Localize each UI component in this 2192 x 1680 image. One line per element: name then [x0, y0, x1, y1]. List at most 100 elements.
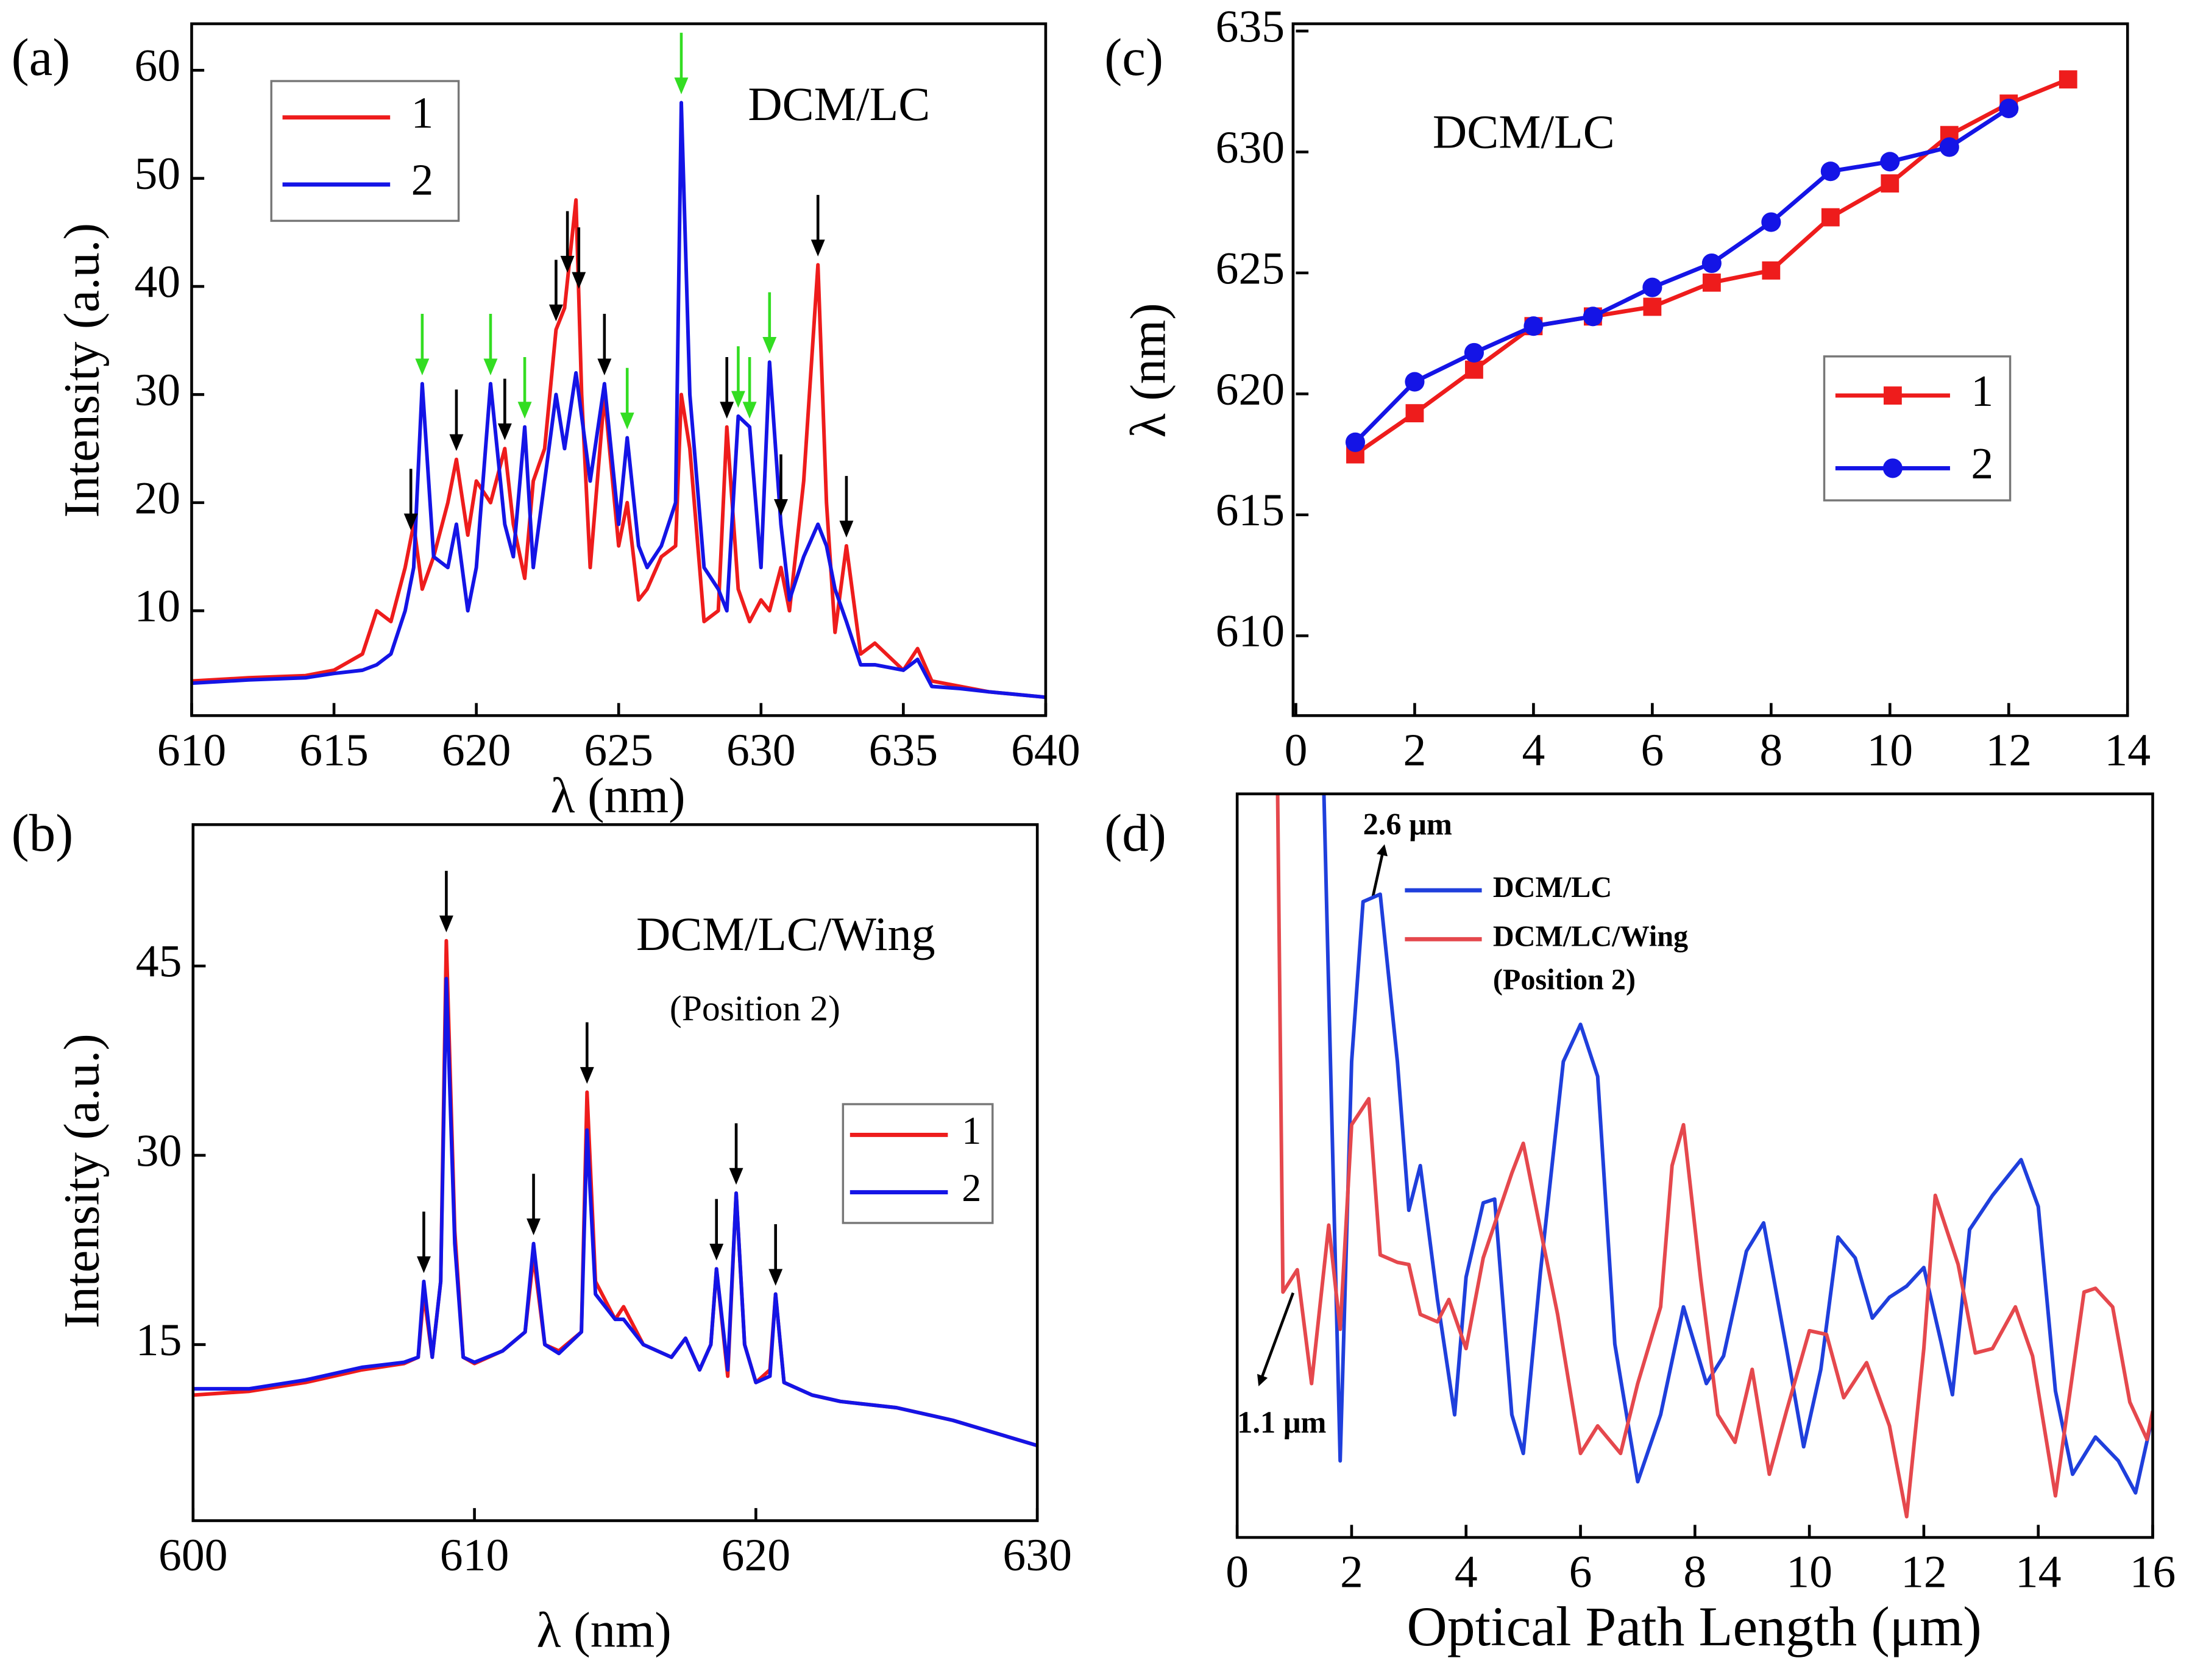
legend-label: 2	[411, 155, 434, 205]
arrow-head	[449, 434, 464, 452]
x-tick-label: 640	[1011, 725, 1080, 776]
point-marker	[2059, 70, 2077, 89]
peak-arrow	[768, 1224, 783, 1286]
y-axis-label: Intensity (a.u.)	[53, 223, 109, 518]
legend-label: 1	[1971, 366, 1993, 416]
y-tick-label: 40	[134, 257, 180, 307]
point-marker	[1523, 316, 1544, 336]
peak-arrow	[415, 314, 430, 375]
point-marker	[1464, 342, 1484, 363]
peak-arrow	[527, 1174, 541, 1236]
peak-arrow	[517, 357, 532, 419]
x-tick-label: 14	[2015, 1547, 2062, 1598]
series-line	[191, 101, 1046, 700]
legend-label: 1	[962, 1109, 981, 1152]
x-tick-label: 2	[1403, 725, 1427, 776]
arrow-head	[580, 1067, 594, 1084]
arrow-head	[674, 77, 689, 94]
peak-arrow	[709, 1199, 724, 1261]
panel-label: (d)	[1104, 803, 1166, 862]
peak-arrow	[762, 292, 777, 354]
legend-marker	[1883, 386, 1902, 405]
annotation: (Position 2)	[1493, 964, 1636, 996]
x-tick-label: 635	[869, 725, 938, 776]
arrow-head	[527, 1218, 541, 1236]
arrow-head	[709, 1244, 724, 1261]
plot-area	[1345, 70, 2077, 464]
annotation: DCM/LC/Wing	[636, 908, 935, 960]
panel-label: (b)	[12, 803, 74, 862]
legend-frame	[270, 80, 460, 222]
x-axis-label: λ (nm)	[550, 767, 685, 823]
legend-label: DCM/LC	[1493, 871, 1612, 904]
peak-arrow	[774, 454, 788, 516]
peak-arrow	[729, 1123, 743, 1185]
peak-arrow	[839, 476, 854, 538]
panel: (c)λ (nm)0 2 4 6 8 10 12 14610615620625630635DC…	[1104, 1, 2151, 776]
arrow-head	[768, 1269, 783, 1286]
peak-arrow	[810, 194, 825, 257]
peak-arrow	[449, 389, 464, 452]
arrow-head	[774, 499, 788, 516]
arrow-head	[548, 304, 563, 322]
series-line	[1353, 107, 2010, 444]
point-marker	[1761, 212, 1781, 232]
x-tick-label: 6	[1569, 1547, 1592, 1598]
legend-label: 1	[411, 88, 434, 138]
annotation-arrow	[1371, 844, 1388, 898]
arrow-head	[497, 423, 512, 441]
annotation: 1.1 μm	[1237, 1405, 1326, 1439]
y-tick-label: 635	[1216, 1, 1285, 52]
arrow-head	[810, 239, 825, 257]
y-tick-label: 15	[136, 1315, 182, 1366]
y-axis-label: λ (nm)	[1119, 303, 1176, 438]
x-tick-label: 12	[1901, 1547, 1947, 1598]
point-marker	[1939, 137, 1959, 157]
panel: (b) λ (nm) Intensity (a.u.) 600 610 620 630 15 3…	[12, 803, 1072, 1657]
peak-arrow	[597, 314, 612, 375]
arrow-head	[742, 402, 757, 419]
point-marker	[1405, 404, 1424, 423]
panel-label: (a)	[12, 27, 71, 87]
x-tick-label: 620	[442, 725, 511, 776]
point-marker	[1820, 161, 1840, 182]
panel: (a) λ (nm) Intensity (a.u.) 610 615 620 625 630…	[12, 22, 1080, 823]
x-tick-label: 600	[158, 1530, 228, 1581]
axes-frame	[1291, 22, 2129, 717]
series-line	[1322, 793, 2153, 1495]
axes-frame	[191, 823, 1039, 1522]
point-marker	[1345, 432, 1366, 452]
x-tick-label: 610	[157, 725, 227, 776]
peak-arrow	[674, 32, 689, 94]
annotation-arrow	[1257, 1292, 1295, 1387]
legend: 12	[270, 80, 460, 222]
legend-frame	[842, 1103, 994, 1224]
peak-arrow	[403, 469, 418, 531]
annotation: DCM/LC	[1433, 106, 1615, 158]
point-marker	[1821, 208, 1840, 227]
point-marker	[1702, 273, 1721, 292]
arrow-head	[597, 358, 612, 375]
x-tick-label: 8	[1759, 725, 1782, 776]
annotation: DCM/LC	[748, 78, 930, 130]
plot-area	[1275, 793, 2153, 1519]
x-axis-label: λ (nm)	[537, 1602, 672, 1658]
arrow-head	[572, 272, 586, 289]
plot-area	[193, 938, 1038, 1448]
x-tick-label: 16	[2130, 1547, 2176, 1598]
legend: 12	[1823, 355, 2012, 502]
peak-arrow	[560, 211, 575, 273]
x-tick-label: 630	[726, 725, 796, 776]
y-tick-label: 20	[134, 473, 180, 523]
y-axis-label: Intensity (a.u.)	[53, 1033, 109, 1328]
x-tick-label: 14	[2104, 725, 2151, 776]
arrow-head	[403, 513, 418, 531]
x-tick-label: 0	[1225, 1547, 1249, 1598]
y-tick-label: 10	[134, 581, 180, 632]
point-marker	[1643, 297, 1662, 316]
y-tick-label: 45	[136, 937, 182, 987]
peak-arrow	[620, 367, 634, 430]
peak-arrow	[742, 357, 757, 419]
y-tick-label: 30	[136, 1125, 182, 1176]
